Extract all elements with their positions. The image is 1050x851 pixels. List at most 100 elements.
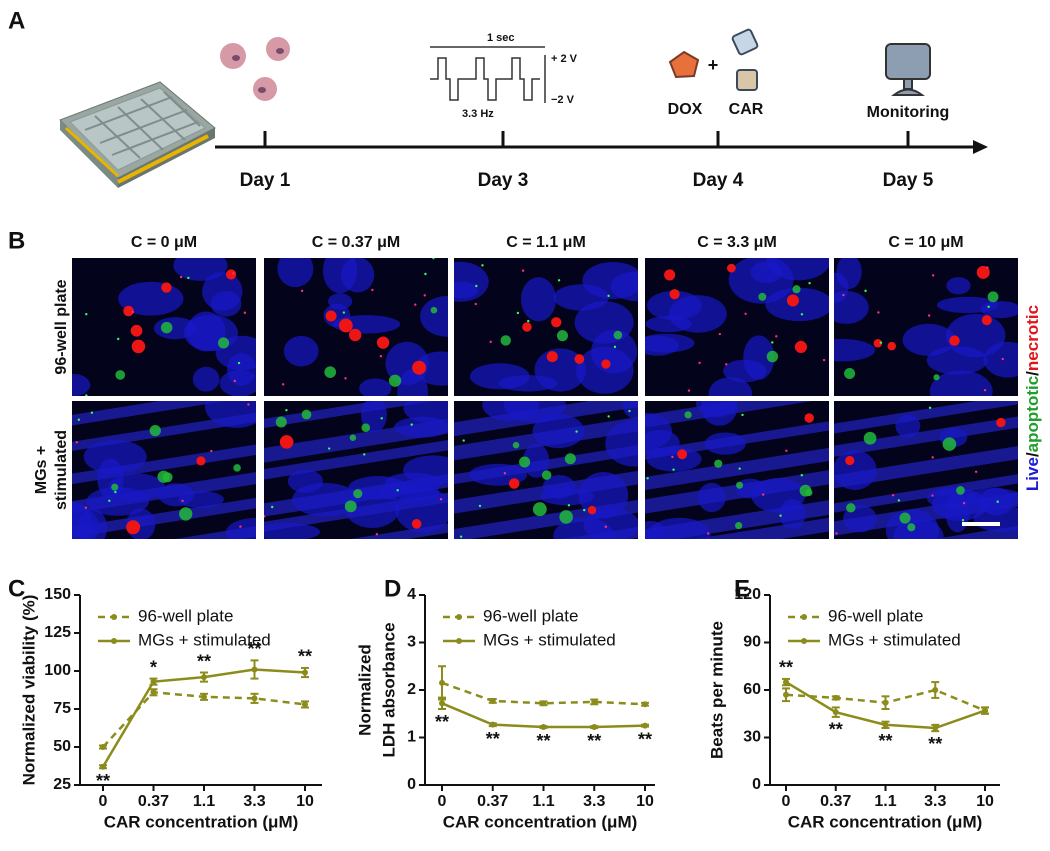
cell-apoptotic xyxy=(512,441,520,449)
data-point xyxy=(540,724,547,731)
data-point xyxy=(100,763,106,770)
cell-necrotic xyxy=(161,282,172,293)
micrograph xyxy=(264,401,448,539)
significance-mark: ** xyxy=(878,731,892,751)
y-tick-label: 4 xyxy=(407,586,416,603)
panel-label: B xyxy=(8,227,25,254)
legend-marker xyxy=(801,614,807,620)
cell-live xyxy=(72,373,91,396)
cell-apoptotic xyxy=(115,370,126,380)
debris xyxy=(342,311,346,314)
cell-necrotic xyxy=(522,322,532,332)
cell-live xyxy=(765,287,829,322)
data-point xyxy=(201,674,207,681)
debris xyxy=(243,311,247,314)
legend-marker xyxy=(111,638,117,644)
cell-apoptotic xyxy=(846,503,856,513)
cell-apoptotic xyxy=(149,424,161,437)
column-header: C = 0.37 μM xyxy=(312,234,401,251)
cell-apoptotic xyxy=(388,374,402,387)
drug-label: CAR xyxy=(729,101,764,118)
debris xyxy=(741,413,744,417)
debris xyxy=(516,311,520,315)
legend-label: MGs + stimulated xyxy=(483,630,616,649)
debris xyxy=(738,467,741,470)
debris xyxy=(481,264,484,267)
debris xyxy=(239,525,242,528)
cell-apoptotic xyxy=(613,330,623,340)
day-label: Day 5 xyxy=(883,170,934,191)
cell-live xyxy=(264,523,321,539)
cell-live xyxy=(542,475,576,499)
x-tick-label: 0.37 xyxy=(477,793,508,810)
fiber xyxy=(834,401,1018,441)
cell-necrotic xyxy=(669,289,680,300)
cell-necrotic xyxy=(981,315,992,326)
significance-mark: * xyxy=(150,657,157,677)
cell-necrotic xyxy=(325,310,337,322)
cell-live xyxy=(701,401,738,426)
debris xyxy=(327,447,331,450)
cell-live xyxy=(965,488,1018,508)
micrograph xyxy=(72,401,256,539)
cell-necrotic xyxy=(574,354,585,364)
chip-illustration xyxy=(59,81,216,188)
cell-necrotic xyxy=(664,269,676,281)
cell-necrotic xyxy=(196,456,206,466)
significance-mark: ** xyxy=(247,639,261,659)
debris xyxy=(607,415,610,418)
debris xyxy=(285,408,288,412)
debris xyxy=(521,269,525,272)
micrograph xyxy=(454,401,638,539)
cell-live xyxy=(395,487,448,533)
debris xyxy=(931,274,935,277)
cell-live xyxy=(605,420,638,467)
y-tick-label: 0 xyxy=(752,776,761,793)
debris xyxy=(424,272,427,276)
cell-live xyxy=(327,293,353,310)
cell-live xyxy=(83,439,147,474)
stain-legend-part: Live xyxy=(1023,457,1042,491)
cell-necrotic xyxy=(411,519,422,529)
row-label: 96-well plate xyxy=(53,279,70,374)
y-tick-label: 0 xyxy=(407,776,416,793)
waveform xyxy=(430,46,546,103)
x-axis-label: CAR concentration (μM) xyxy=(104,812,299,831)
debris xyxy=(628,409,631,413)
micrograph xyxy=(645,258,829,396)
significance-mark: ** xyxy=(928,734,942,754)
cell-necrotic xyxy=(976,265,990,279)
debris xyxy=(459,535,463,538)
data-point xyxy=(642,722,648,729)
cell-live xyxy=(895,414,921,438)
y-tick-label: 2 xyxy=(407,681,416,698)
cell-live xyxy=(469,363,530,390)
data-point xyxy=(982,707,988,714)
stain-legend-text: Live/apoptotic/necrotic xyxy=(1023,305,1042,491)
row-label: stimulated xyxy=(53,430,70,510)
significance-mark: ** xyxy=(587,731,601,751)
debris xyxy=(414,303,417,306)
debris xyxy=(117,337,120,341)
waveform-low: −2 V xyxy=(551,94,575,106)
y-axis-label: LDH absorbance xyxy=(379,622,398,757)
y-tick-label: 25 xyxy=(53,776,71,793)
x-tick-label: 3.3 xyxy=(243,793,265,810)
cell-necrotic xyxy=(587,505,597,515)
cell-live xyxy=(646,446,702,472)
debris xyxy=(432,258,435,260)
cell-apoptotic xyxy=(519,456,531,468)
debris xyxy=(84,506,88,509)
cell-live xyxy=(454,281,479,299)
y-tick-label: 125 xyxy=(44,624,71,641)
waveform-frequency: 3.3 Hz xyxy=(462,108,494,120)
y-tick-label: 120 xyxy=(734,586,761,603)
monitoring-label: Monitoring xyxy=(867,104,950,121)
cell-necrotic xyxy=(131,339,146,354)
drug-plus: + xyxy=(708,55,719,75)
cell-apoptotic xyxy=(179,507,193,521)
debris xyxy=(462,439,465,442)
debris xyxy=(233,379,236,383)
cell-necrotic xyxy=(887,341,896,351)
debris xyxy=(232,272,235,275)
